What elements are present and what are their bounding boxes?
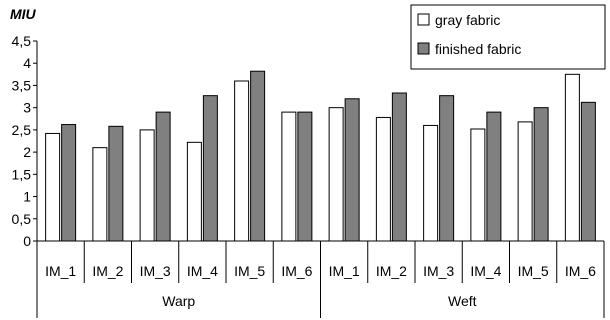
y-tick-label: 4 (23, 55, 31, 71)
x-category-label: IM_4 (187, 263, 218, 279)
bar-gray-fabric (92, 147, 108, 242)
x-category-label: IM_6 (565, 263, 596, 279)
legend: gray fabric finished fabric (410, 4, 606, 70)
y-tick-label: 3 (23, 100, 31, 116)
bar-finished-fabric (155, 111, 171, 242)
y-tick-label: 4,5 (12, 33, 32, 49)
x-category-label: IM_5 (518, 263, 549, 279)
x-category-label: IM_3 (423, 263, 454, 279)
bar-finished-fabric (391, 92, 407, 242)
bar-finished-fabric (250, 70, 266, 242)
y-tick-label: 3,5 (12, 77, 32, 93)
legend-swatch-gray-fabric (417, 13, 430, 26)
bar-gray-fabric (564, 73, 580, 242)
legend-label-gray-fabric: gray fabric (435, 12, 500, 28)
x-group-label: Warp (162, 293, 195, 309)
y-tick-label: 2 (23, 144, 31, 160)
x-category-label: IM_2 (376, 263, 407, 279)
x-category-label: IM_2 (92, 263, 123, 279)
x-category-label: IM_5 (234, 263, 265, 279)
bar-gray-fabric (328, 107, 344, 242)
bar-finished-fabric (486, 111, 502, 242)
x-category-label: IM_3 (140, 263, 171, 279)
legend-label-finished-fabric: finished fabric (435, 41, 521, 57)
legend-box (410, 4, 606, 70)
x-category-label: IM_1 (45, 263, 76, 279)
bar-gray-fabric (139, 129, 155, 242)
y-tick-label: 0 (23, 233, 31, 249)
bars (45, 70, 596, 242)
y-tick-label: 2,5 (12, 122, 32, 138)
bar-gray-fabric (281, 111, 297, 242)
bar-finished-fabric (108, 125, 124, 242)
bar-finished-fabric (61, 124, 77, 242)
bar-finished-fabric (202, 95, 218, 242)
bar-finished-fabric (297, 111, 313, 242)
x-category-labels: IM_1 IM_2 IM_3 IM_4 IM_5 IM_6 IM_1 IM_2 IM_3 IM_4… (45, 241, 596, 283)
x-category-label: IM_1 (329, 263, 360, 279)
bar-finished-fabric (439, 95, 455, 242)
bar-gray-fabric (470, 128, 486, 242)
bar-gray-fabric (517, 121, 533, 242)
y-tick-label: 0,5 (12, 211, 32, 227)
y-tick-label: 1,5 (12, 166, 32, 182)
bar-finished-fabric (580, 101, 596, 242)
x-category-label: IM_4 (470, 263, 501, 279)
bar-gray-fabric (186, 141, 202, 242)
y-tick-label: 1 (23, 189, 31, 205)
bar-finished-fabric (533, 107, 549, 242)
bar-gray-fabric (375, 116, 391, 242)
bar-gray-fabric (234, 80, 250, 242)
x-group-label: Weft (448, 293, 477, 309)
x-category-label: IM_6 (281, 263, 312, 279)
bar-gray-fabric (423, 124, 439, 242)
y-axis-label: MIU (10, 6, 37, 22)
bar-finished-fabric (344, 98, 360, 242)
y-ticks: 0 0,5 1 1,5 2 2,5 3 3,5 4 4,5 (12, 33, 37, 249)
legend-swatch-finished-fabric (417, 42, 430, 55)
bar-gray-fabric (45, 132, 61, 242)
x-group-labels: Warp Weft (36, 241, 605, 318)
